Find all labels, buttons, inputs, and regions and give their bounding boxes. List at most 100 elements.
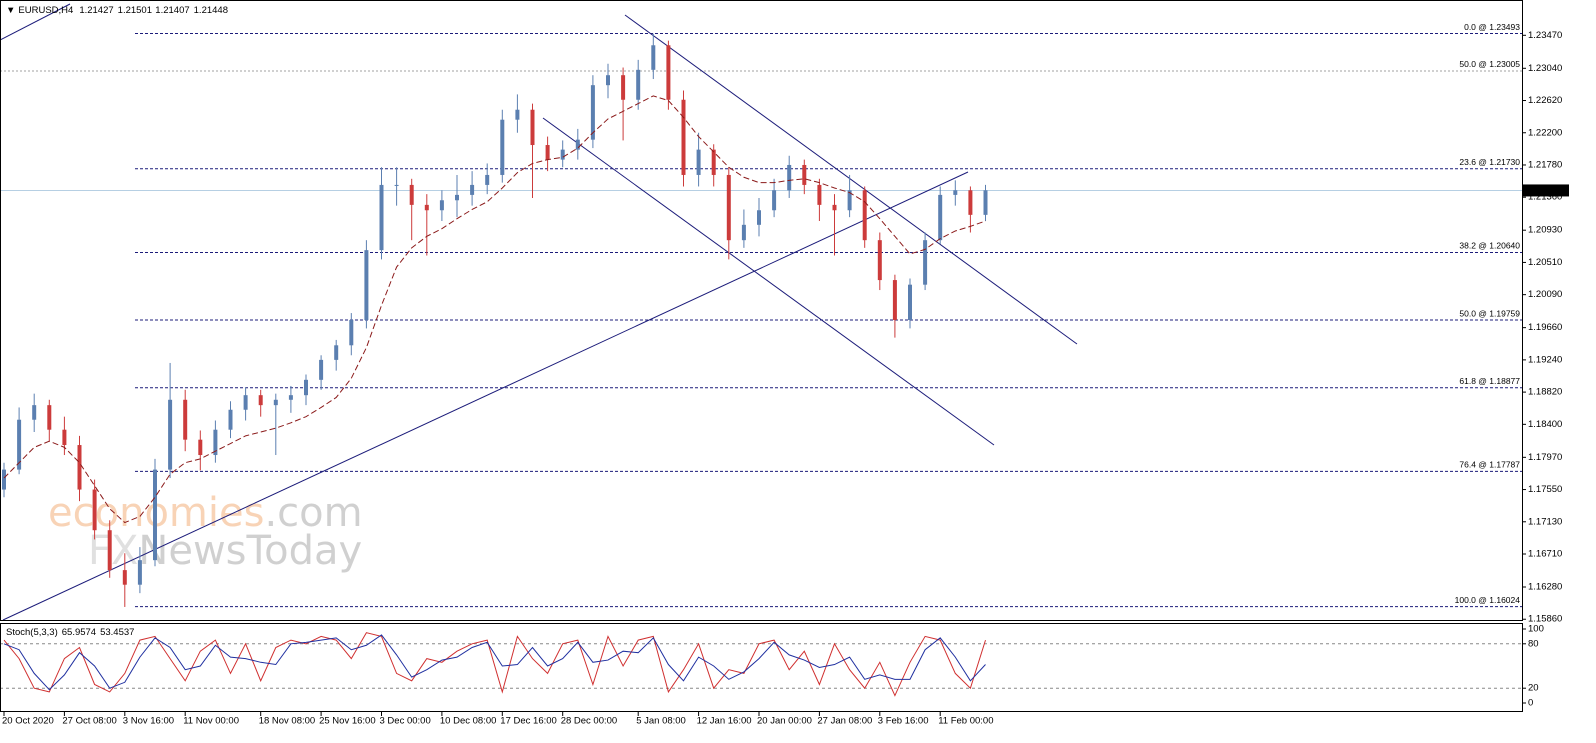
candle-body — [560, 149, 565, 160]
candle-body — [107, 530, 112, 571]
trend-line — [2, 171, 969, 621]
candle-body — [892, 280, 897, 320]
candle-body — [228, 409, 233, 430]
front-layer: 1.23470 1.23040 1.22620 1.22200 1.21780 1.213… — [2, 30, 1569, 727]
current-price-label: 1.21448 — [1526, 185, 1560, 196]
fib-label: 61.8 @ 1.18877 — [1459, 376, 1520, 386]
candle-body — [817, 184, 822, 205]
candle-body — [983, 190, 988, 215]
x-tick-label: 25 Nov 16:00 — [319, 716, 376, 727]
watermark-part: NewsToday — [138, 528, 362, 574]
candle-body — [258, 395, 263, 406]
current-price-box — [1523, 184, 1569, 197]
candle-body — [575, 139, 580, 150]
y-tick-label: 1.17130 — [1528, 516, 1562, 527]
stoch-line — [3, 632, 986, 697]
quote-low: 1.21407 — [155, 5, 189, 16]
candle-body — [77, 445, 82, 490]
candle-body — [590, 85, 595, 140]
candle-body — [409, 184, 414, 205]
x-tick-label: 3 Dec 00:00 — [380, 716, 431, 727]
candle-body — [319, 359, 324, 380]
stoch-y-tick-label: 100 — [1528, 624, 1544, 635]
x-tick-label: 3 Feb 16:00 — [878, 716, 929, 727]
candle-body — [198, 439, 203, 456]
y-tick-label: 1.18820 — [1528, 387, 1562, 398]
stoch-y-tick-label: 80 — [1528, 638, 1539, 649]
stoch-title: Stoch(5,3,3) — [6, 627, 58, 638]
candle-body — [938, 194, 943, 241]
y-tick-label: 1.20930 — [1528, 225, 1562, 236]
candle-body — [741, 224, 746, 241]
candle-body — [379, 184, 384, 251]
candle-body — [802, 164, 807, 185]
fib-label: 0.0 @ 1.23493 — [1464, 22, 1520, 32]
y-tick-label: 1.18400 — [1528, 419, 1562, 430]
stoch-signal: 53.4537 — [100, 627, 134, 638]
channel-line — [624, 14, 1078, 345]
fib-label: 100.0 @ 1.16024 — [1455, 595, 1521, 605]
watermark-part: omies — [144, 490, 264, 536]
candle-body — [122, 570, 127, 585]
candle-body — [349, 319, 354, 346]
candle-body — [832, 204, 837, 211]
candle-body — [17, 419, 22, 470]
fib-label: 50.0 @ 1.23005 — [1459, 59, 1520, 69]
x-tick-label: 28 Dec 00:00 — [561, 716, 618, 727]
candle-body — [485, 174, 490, 185]
candle-body — [545, 145, 550, 160]
main-pane-border — [0, 0, 1523, 621]
fib-label: 23.6 @ 1.21730 — [1459, 157, 1520, 167]
candle-body — [757, 210, 761, 225]
x-tick-label: 11 Feb 00:00 — [938, 716, 993, 727]
candle-body — [847, 190, 852, 211]
y-tick-label: 1.19660 — [1528, 322, 1562, 333]
y-tick-label: 1.16280 — [1528, 582, 1562, 593]
candle-body — [168, 399, 173, 470]
candle-body — [923, 240, 928, 285]
candle-body — [621, 75, 626, 100]
candle-body — [772, 190, 777, 211]
header: ▼ EURUSD,H4 1.21427 1.21501 1.21407 1.21448 — [6, 5, 228, 16]
candle-body — [334, 345, 339, 360]
y-tick-label: 1.22620 — [1528, 95, 1562, 106]
y-tick-label: 1.15860 — [1528, 614, 1562, 625]
candle-body — [2, 469, 6, 490]
stoch-line — [3, 634, 986, 691]
candle-body — [530, 109, 535, 146]
channel-line — [542, 117, 995, 446]
candle-body — [636, 69, 641, 100]
x-tick-label: 27 Jan 08:00 — [817, 716, 872, 727]
candle-body — [137, 560, 142, 585]
x-tick-label: 5 Jan 08:00 — [636, 716, 686, 727]
candle-body — [243, 395, 248, 410]
x-tick-label: 20 Jan 00:00 — [757, 716, 812, 727]
x-tick-label: 10 Dec 08:00 — [440, 716, 497, 727]
x-tick-label: 20 Oct 2020 — [2, 716, 54, 727]
moving-average — [3, 95, 986, 524]
candle-body — [877, 240, 882, 281]
x-tick-label: 3 Nov 16:00 — [123, 716, 174, 727]
candle-body — [47, 405, 52, 430]
candle-body — [606, 75, 610, 86]
watermark-part: .com — [264, 490, 362, 536]
candle-body — [696, 149, 701, 175]
stoch-y-tick-label: 0 — [1528, 698, 1533, 709]
triangle: ▼ — [6, 5, 15, 16]
y-tick-label: 1.23040 — [1528, 63, 1562, 74]
candle-body — [666, 45, 671, 100]
symbol: EURUSD,H4 — [18, 5, 73, 16]
candle-body — [439, 200, 444, 211]
stoch-main: 65.9574 — [62, 627, 96, 638]
candle-body — [424, 204, 429, 211]
candle-body — [394, 184, 399, 186]
stoch-y-tick-label: 20 — [1528, 683, 1539, 694]
candle-body — [681, 99, 686, 175]
candle-body — [304, 379, 308, 396]
x-tick-label: 11 Nov 00:00 — [183, 716, 239, 727]
frame — [0, 0, 1523, 712]
